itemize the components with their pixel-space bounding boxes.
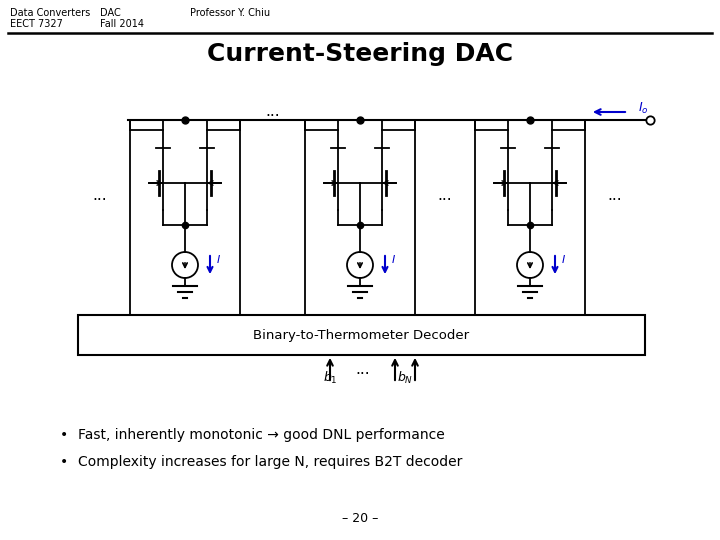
Text: ...: ... bbox=[265, 105, 280, 119]
Text: I: I bbox=[562, 255, 565, 265]
Text: Professor Y. Chiu: Professor Y. Chiu bbox=[190, 8, 270, 18]
Bar bbox=[78, 315, 645, 355]
Text: – 20 –: – 20 – bbox=[342, 512, 378, 525]
Text: I: I bbox=[392, 255, 395, 265]
Text: Complexity increases for large N, requires B2T decoder: Complexity increases for large N, requir… bbox=[78, 455, 462, 469]
Text: Current-Steering DAC: Current-Steering DAC bbox=[207, 42, 513, 66]
Text: EECT 7327: EECT 7327 bbox=[10, 19, 63, 29]
Text: DAC: DAC bbox=[100, 8, 121, 18]
Text: Binary-to-Thermometer Decoder: Binary-to-Thermometer Decoder bbox=[253, 328, 469, 341]
Text: $I_o$: $I_o$ bbox=[638, 101, 649, 116]
Text: $b_1$: $b_1$ bbox=[323, 370, 338, 386]
Text: Data Converters: Data Converters bbox=[10, 8, 90, 18]
Text: ...: ... bbox=[438, 187, 452, 202]
Text: $b_N$: $b_N$ bbox=[397, 370, 413, 386]
Text: Fall 2014: Fall 2014 bbox=[100, 19, 144, 29]
Text: •: • bbox=[60, 455, 68, 469]
Text: I: I bbox=[217, 255, 220, 265]
Text: ...: ... bbox=[93, 187, 107, 202]
Text: ...: ... bbox=[608, 187, 622, 202]
Text: Fast, inherently monotonic → good DNL performance: Fast, inherently monotonic → good DNL pe… bbox=[78, 428, 445, 442]
Text: •: • bbox=[60, 428, 68, 442]
Text: ...: ... bbox=[356, 361, 370, 376]
